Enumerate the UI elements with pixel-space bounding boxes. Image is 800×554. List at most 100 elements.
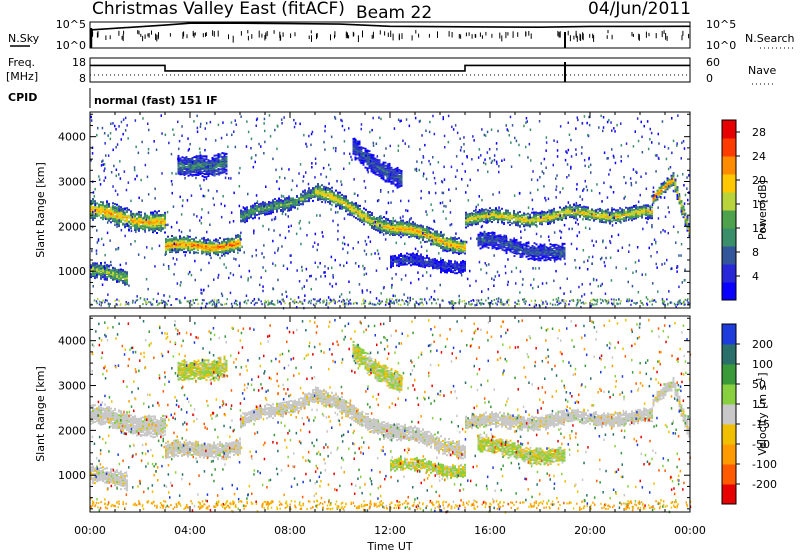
power-cell [352, 143, 355, 146]
power-cell [364, 149, 367, 152]
power-cell [221, 169, 224, 172]
power-cell [627, 207, 629, 210]
power-cell [647, 214, 649, 217]
power-cell [418, 227, 420, 230]
power-cell [420, 224, 422, 227]
power-cell [666, 179, 669, 182]
power-cell [527, 215, 529, 218]
power-cell [525, 213, 527, 216]
power-cell [183, 238, 185, 241]
power-cell [217, 239, 219, 242]
power-cell [503, 217, 505, 220]
power-cell [458, 241, 460, 244]
power-cell [116, 269, 118, 272]
power-cell [223, 242, 225, 245]
power-cell [527, 245, 530, 248]
power-cell [505, 237, 508, 240]
plot-title: Christmas Valley East (fitACF) [92, 0, 345, 19]
power-cell [272, 199, 274, 202]
power-cell [270, 212, 272, 215]
power-cell [406, 233, 408, 236]
power-cell [464, 245, 466, 248]
power-cell [323, 187, 325, 190]
power-cell [475, 211, 477, 214]
power-cell [108, 268, 110, 271]
power-cell [179, 161, 182, 164]
power-cell [623, 211, 625, 213]
power-cell [367, 216, 369, 219]
power-cell [551, 220, 553, 223]
power-cell [549, 213, 551, 216]
power-cell [128, 208, 130, 211]
power-cell [181, 237, 183, 240]
power-cell [467, 222, 469, 225]
power-cell [100, 210, 102, 213]
power-cell [444, 249, 446, 252]
power-cell [122, 280, 124, 282]
power-cell [507, 209, 509, 212]
power-cell [92, 200, 94, 203]
power-cell [272, 206, 274, 209]
power-cell [477, 217, 479, 220]
power-cell [408, 222, 410, 225]
power-cell [150, 225, 152, 228]
power-cell [274, 201, 276, 203]
power-cell [337, 191, 339, 194]
power-cell [593, 219, 595, 222]
power-cell [106, 200, 108, 203]
power-cell [575, 210, 577, 213]
power-cell [591, 211, 593, 214]
power-cell [497, 247, 500, 250]
power-cell [335, 203, 337, 206]
power-cell [312, 199, 314, 202]
power-cell [98, 203, 100, 206]
power-cell [106, 206, 108, 209]
power-cell [100, 262, 102, 264]
power-cell [164, 231, 166, 234]
power-cell [321, 184, 323, 187]
power-cell [158, 228, 160, 231]
power-cell [106, 209, 108, 212]
power-cell [497, 234, 500, 237]
power-cell [90, 273, 92, 276]
power-cell [563, 242, 566, 245]
power-cell [158, 217, 160, 220]
power-cell [483, 211, 485, 214]
power-cell [541, 223, 543, 226]
power-cell [370, 166, 373, 169]
power-cell [505, 247, 508, 250]
power-cell [282, 199, 284, 202]
power-cell [379, 217, 381, 220]
power-cell [189, 249, 191, 252]
power-cell [264, 212, 266, 215]
power-cell [392, 265, 394, 267]
power-cell [452, 251, 454, 254]
power-cell [464, 240, 466, 243]
power-cell [138, 215, 140, 217]
power-cell [390, 265, 392, 268]
power-cell [94, 272, 96, 275]
power-cell [607, 208, 609, 211]
power-cell [575, 204, 577, 207]
power-cell [126, 207, 128, 210]
power-cell [380, 169, 383, 172]
power-cell [406, 255, 408, 258]
power-cell [555, 246, 558, 249]
power-cell [270, 203, 272, 206]
power-cell [197, 251, 199, 254]
power-cell [114, 209, 116, 212]
power-cell [392, 255, 394, 258]
power-cell [422, 228, 424, 231]
power-cell [215, 166, 218, 169]
power-cell [460, 250, 462, 253]
power-cell [286, 206, 288, 209]
power-cell [130, 226, 132, 229]
power-cell [100, 206, 102, 209]
power-cell [304, 191, 306, 194]
power-cell [438, 245, 440, 248]
power-cell [529, 257, 532, 260]
power-cell [481, 208, 483, 211]
power-cell [240, 209, 242, 212]
power-cell [418, 230, 420, 233]
power-cell [416, 236, 418, 238]
